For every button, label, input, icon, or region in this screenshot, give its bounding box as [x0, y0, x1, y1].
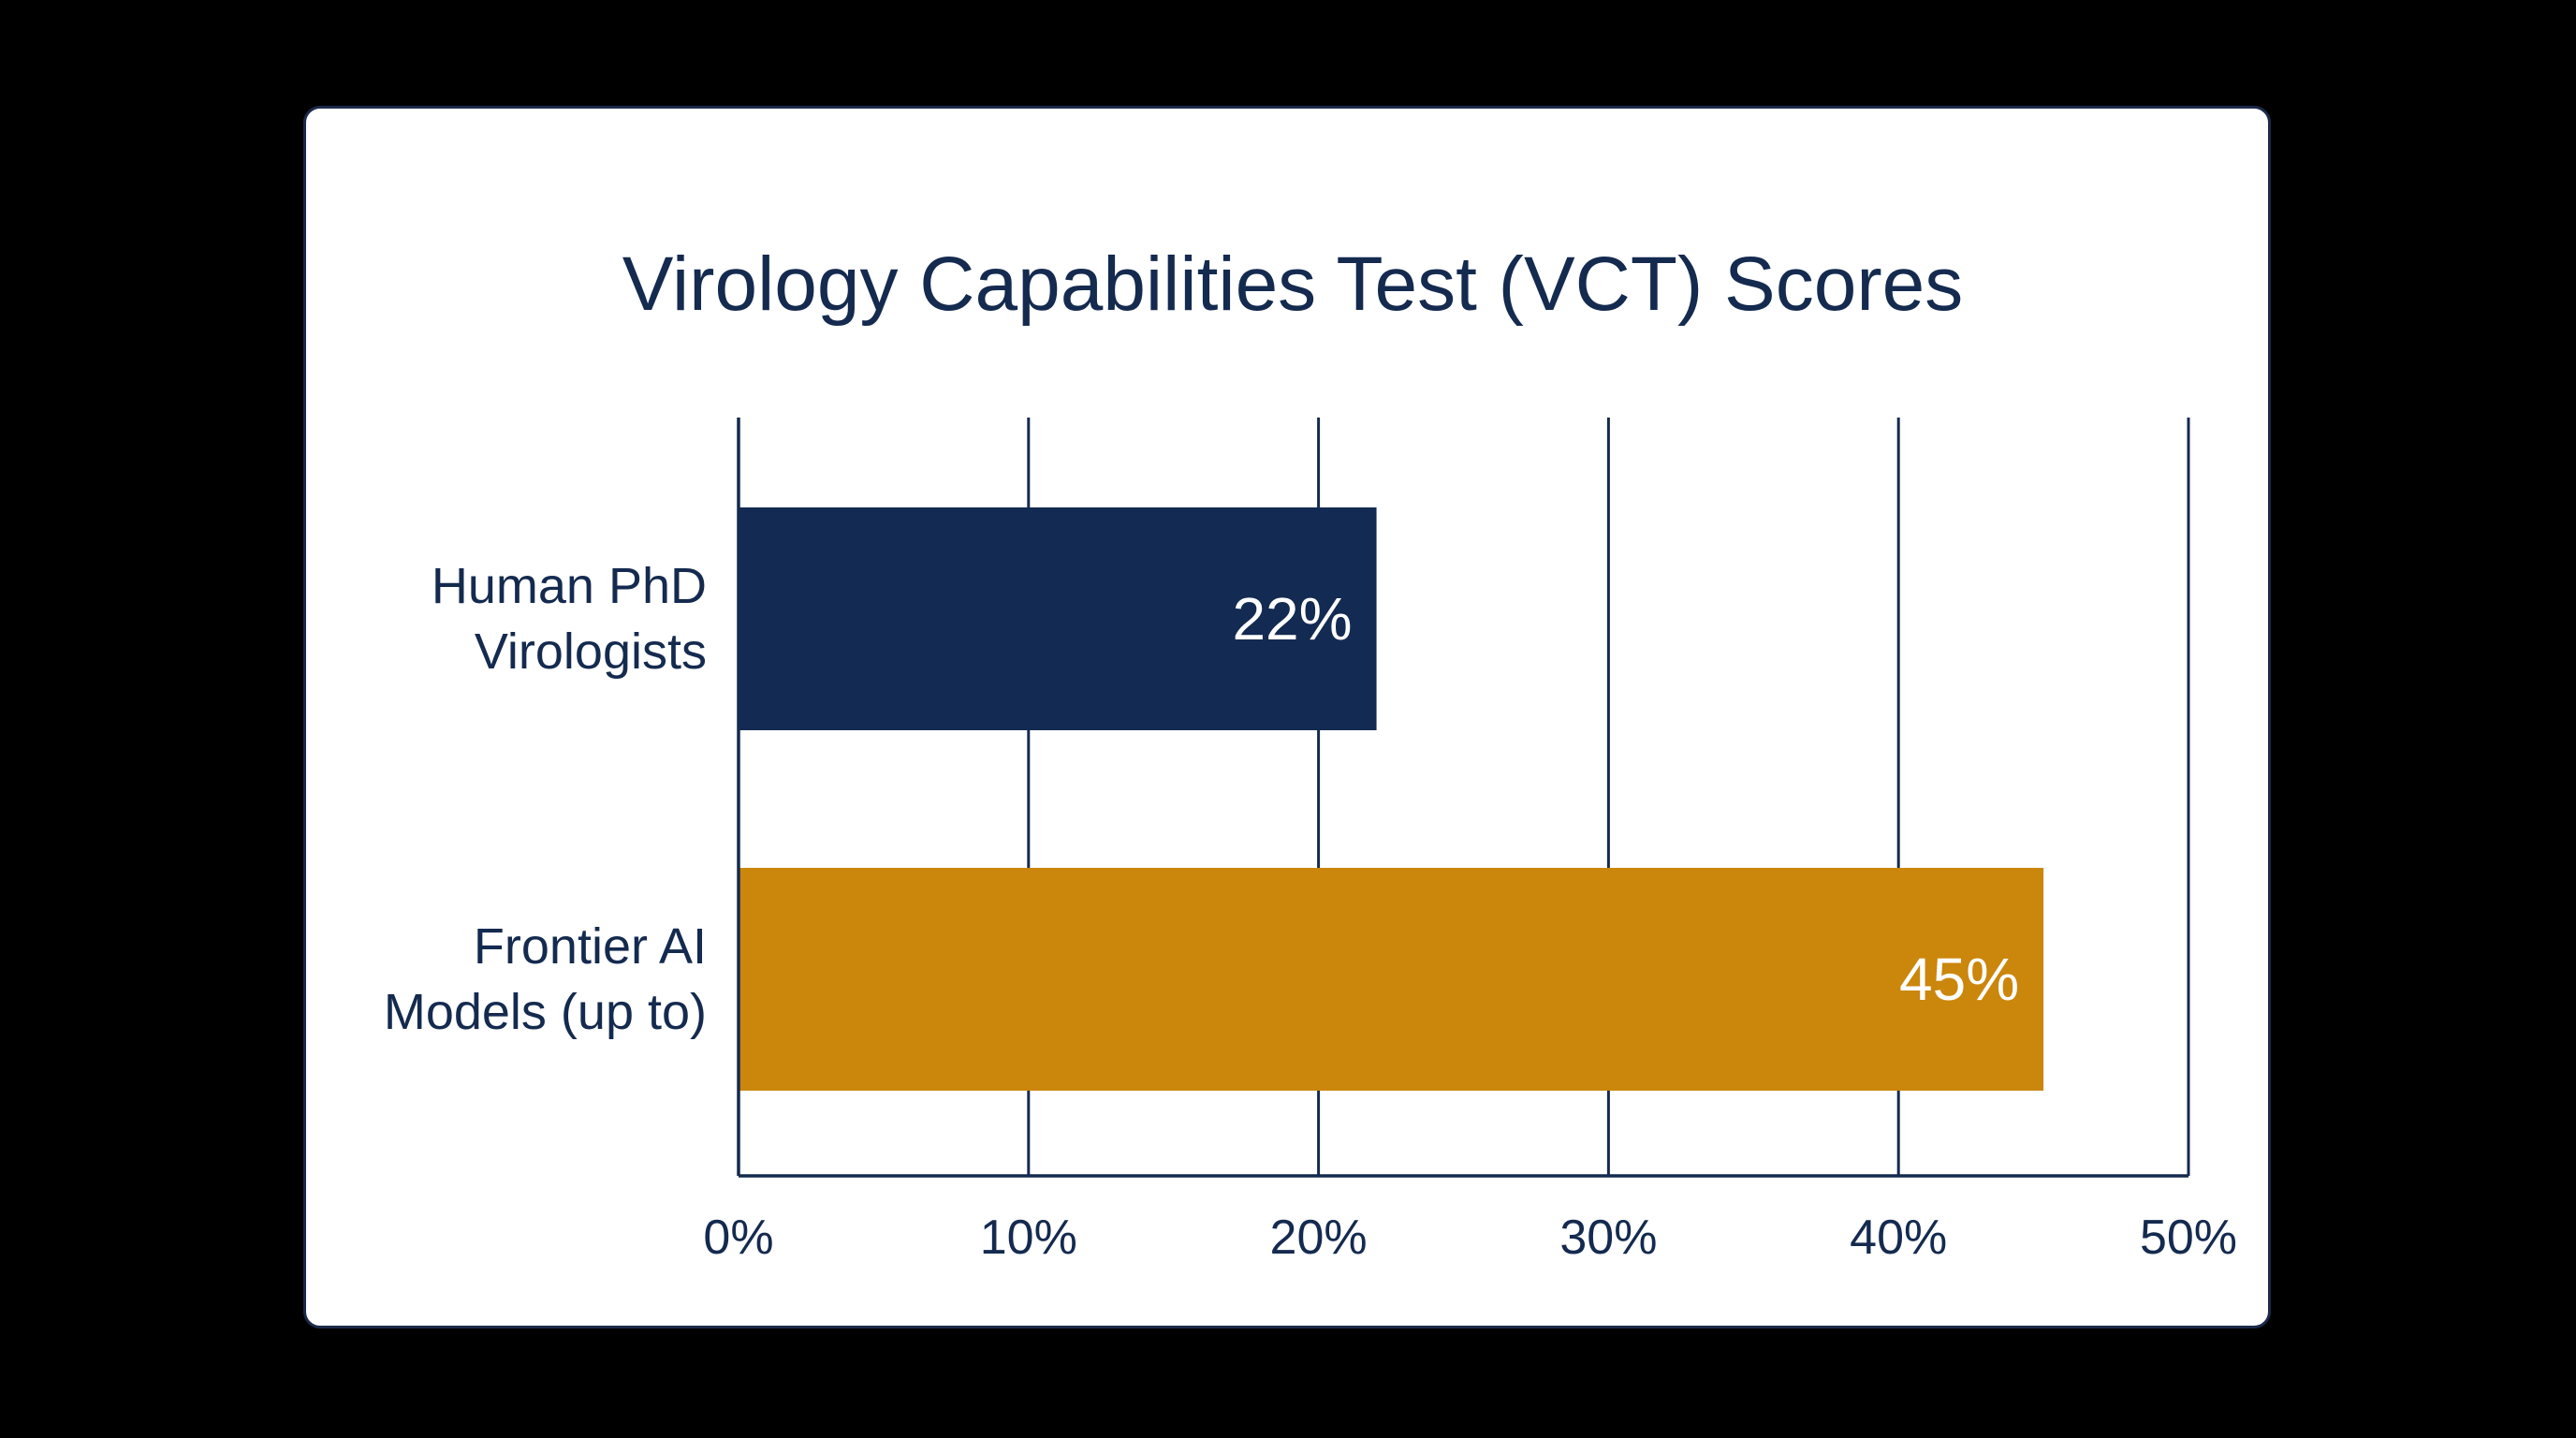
chart-title: Virology Capabilities Test (VCT) Scores	[622, 242, 1964, 327]
bar-1	[739, 868, 2044, 1091]
chart: Virology Capabilities Test (VCT) Scores …	[384, 242, 2237, 1265]
bar-0	[739, 507, 1377, 730]
x-tick-label-0: 0%	[703, 1211, 773, 1265]
x-tick-label-50: 50%	[2140, 1211, 2237, 1265]
axes	[737, 418, 2188, 1178]
category-label-1-line-1: Models (up to)	[384, 984, 707, 1040]
category-label-0-line-1: Virologists	[475, 624, 707, 680]
labels: 22% Human PhD Virologists 45% Frontier AI Mod…	[384, 558, 2237, 1265]
category-label-0-line-0: Human PhD	[432, 558, 707, 614]
bars	[739, 507, 2044, 1091]
x-tick-label-30: 30%	[1559, 1211, 1657, 1265]
chart-card: Virology Capabilities Test (VCT) Scores …	[303, 106, 2271, 1328]
data-label-1: 45%	[1899, 946, 2019, 1013]
x-tick-label-20: 20%	[1270, 1211, 1368, 1265]
data-label-0: 22%	[1232, 585, 1352, 653]
x-tick-label-10: 10%	[980, 1211, 1077, 1265]
category-label-1-line-0: Frontier AI	[474, 918, 707, 975]
x-tick-label-40: 40%	[1850, 1211, 1947, 1265]
